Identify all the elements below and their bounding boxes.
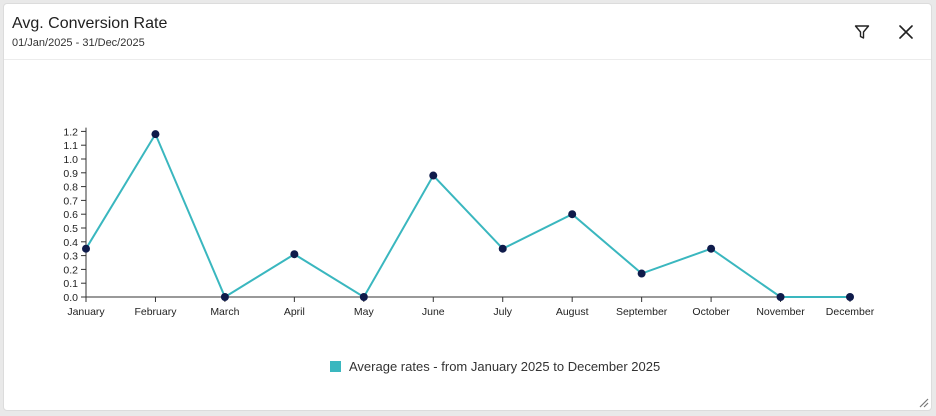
data-point [637,269,646,278]
chart-card: Avg. Conversion Rate 01/Jan/2025 - 31/De… [3,3,932,411]
data-point [359,293,368,301]
data-point [498,244,507,253]
x-tick-label: June [422,306,445,318]
y-tick-label: 0.0 [63,292,78,304]
y-tick-label: 0.2 [63,264,78,276]
y-tick-label: 0.6 [63,209,78,221]
data-point [151,130,160,139]
x-tick-label: January [67,306,105,318]
data-point [846,293,854,301]
y-tick-label: 0.9 [63,168,78,180]
legend[interactable]: Average rates - from January 2025 to Dec… [330,359,660,374]
data-point [82,244,90,253]
x-tick-label: August [556,306,589,318]
x-tick-label: October [692,306,730,318]
data-point [290,250,299,259]
x-tick-label: February [134,306,177,318]
y-tick-label: 1.2 [63,126,78,138]
y-tick-label: 0.8 [63,182,78,194]
resize-handle-icon[interactable] [917,396,929,408]
y-tick-label: 0.5 [63,223,78,235]
y-tick-label: 0.3 [63,251,78,263]
data-point [568,210,577,219]
legend-label: Average rates - from January 2025 to Dec… [349,359,661,374]
x-tick-label: May [354,306,375,318]
x-tick-label: April [284,306,305,318]
chart-area: 0.0 0.1 0.2 0.3 0.4 0.5 0.6 0.7 0.8 0.9 1.0 1.1 1.2 J… [4,60,931,360]
close-button[interactable] [894,20,918,44]
date-range: 01/Jan/2025 - 31/Dec/2025 [12,37,145,49]
card-title: Avg. Conversion Rate [12,15,168,32]
x-tick-label: November [756,306,805,318]
x-tick-label: July [493,306,512,318]
filter-icon [854,25,870,39]
y-tick-label: 0.7 [63,195,78,207]
y-tick-label: 1.0 [63,154,78,166]
data-point [220,293,229,301]
filter-button[interactable] [850,20,874,44]
data-point [429,171,438,180]
x-tick-label: March [210,306,239,318]
series-line [85,131,850,299]
y-tick-label: 1.1 [63,140,78,152]
x-tick-label: December [826,306,875,318]
close-icon [899,25,913,39]
line-chart: 0.0 0.1 0.20.3 0.4 0.5 0.6 0.70.8 0.9 1.0 1.1 1.2 J… [63,126,875,318]
y-tick-label: 0.4 [63,237,78,249]
data-point [707,244,716,253]
data-point [776,293,785,301]
y-tick-label: 0.1 [63,278,78,290]
x-tick-label: September [616,306,668,318]
card-header: Avg. Conversion Rate 01/Jan/2025 - 31/De… [4,4,931,60]
legend-swatch [330,361,341,372]
